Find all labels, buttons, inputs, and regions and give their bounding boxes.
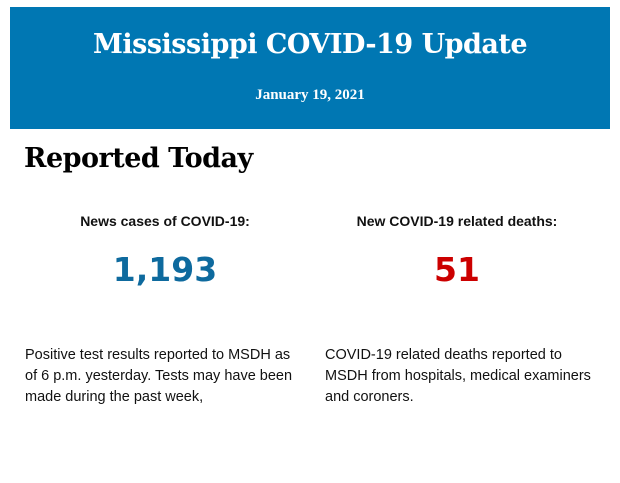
new-cases-description: Positive test results reported to MSDH a… bbox=[25, 347, 293, 405]
header-banner: Mississippi COVID-19 Update January 19, … bbox=[10, 7, 610, 129]
section-heading: Reported Today bbox=[24, 143, 253, 174]
new-deaths-label: New COVID-19 related deaths: bbox=[356, 213, 558, 229]
report-date: January 19, 2021 bbox=[255, 87, 365, 103]
new-cases-value: 1,193 bbox=[112, 250, 218, 289]
new-deaths-value: 51 bbox=[434, 250, 480, 289]
new-cases-label: News cases of COVID-19: bbox=[80, 213, 250, 229]
new-deaths-description: COVID-19 related deaths reported to MSDH… bbox=[325, 347, 591, 405]
page-title: Mississippi COVID-19 Update bbox=[92, 29, 528, 60]
